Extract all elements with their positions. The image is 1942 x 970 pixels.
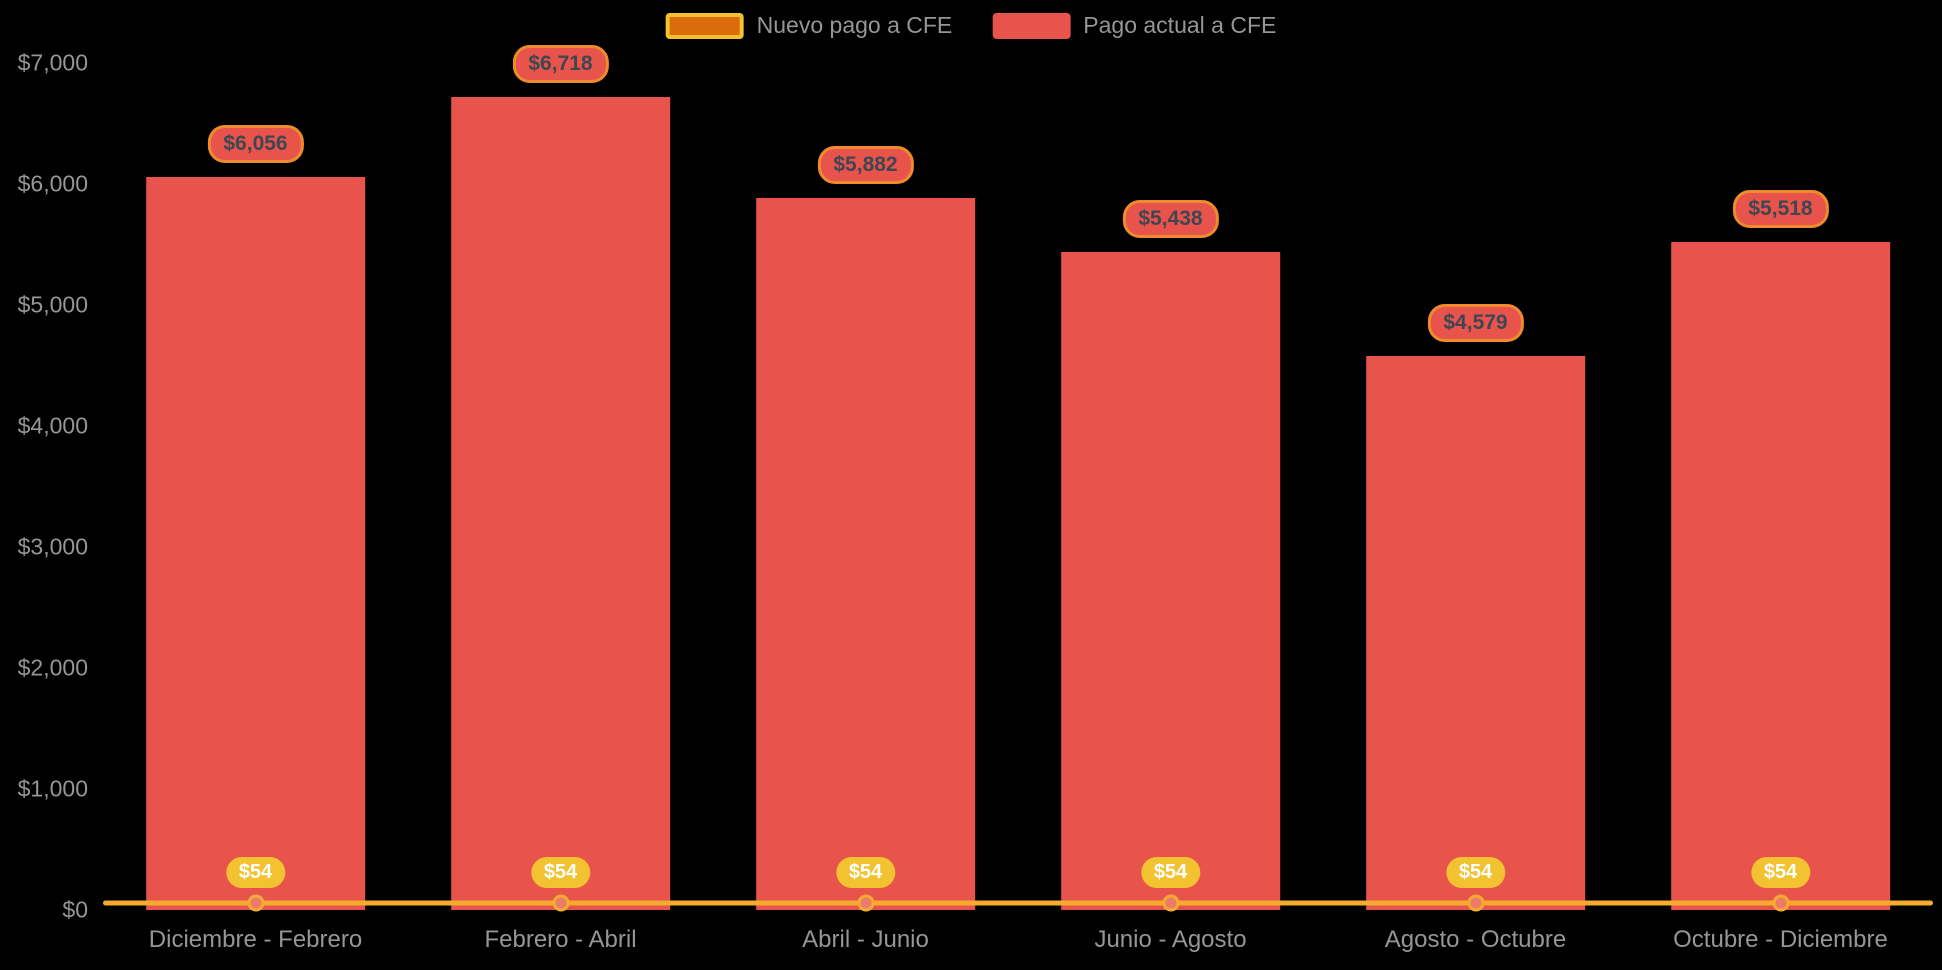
bar-columns: $6,056 $54 Diciembre - Febrero $6,718 $5… xyxy=(103,45,1933,953)
bar-pago-actual[interactable] xyxy=(1365,355,1586,910)
bar-value-label: $5,518 xyxy=(1732,190,1829,229)
bar-value-label: $6,056 xyxy=(207,125,304,164)
plot-area: $6,056 $54 Diciembre - Febrero $6,718 $5… xyxy=(103,45,1933,953)
legend-item-pago-actual[interactable]: Pago actual a CFE xyxy=(992,12,1276,39)
legend-label-nuevo: Nuevo pago a CFE xyxy=(756,12,953,38)
point-value-label: $54 xyxy=(1750,857,1811,889)
line-point[interactable] xyxy=(1467,894,1484,912)
legend-swatch-nuevo-icon xyxy=(665,12,744,39)
x-axis-label: Junio - Agosto xyxy=(1094,926,1247,953)
legend-swatch-actual-icon xyxy=(992,12,1071,39)
y-axis: $0 $1,000 $2,000 $3,000 $4,000 $5,000 $6… xyxy=(0,50,88,923)
bar-pago-actual[interactable] xyxy=(145,177,366,910)
x-axis-label: Diciembre - Febrero xyxy=(148,926,363,953)
bar-pago-actual[interactable] xyxy=(755,198,976,910)
legend: Nuevo pago a CFE Pago actual a CFE xyxy=(665,12,1276,39)
y-axis-tick: $1,000 xyxy=(17,775,88,802)
bar-value-label: $5,438 xyxy=(1122,200,1219,239)
x-axis-label: Febrero - Abril xyxy=(484,926,637,953)
legend-label-actual: Pago actual a CFE xyxy=(1083,12,1277,38)
bar-group: $6,056 $54 Diciembre - Febrero xyxy=(103,63,408,953)
x-axis-label: Agosto - Octubre xyxy=(1384,926,1567,953)
bar-group: $5,518 $54 Octubre - Diciembre xyxy=(1628,63,1933,953)
bar-group: $5,882 $54 Abril - Junio xyxy=(713,63,1018,953)
bar-pago-actual[interactable] xyxy=(1670,242,1891,910)
legend-item-nuevo-pago[interactable]: Nuevo pago a CFE xyxy=(665,12,953,39)
y-axis-tick: $7,000 xyxy=(17,49,88,76)
y-axis-tick: $6,000 xyxy=(17,170,88,197)
y-axis-tick: $2,000 xyxy=(17,654,88,681)
line-point[interactable] xyxy=(857,894,874,912)
bar-pago-actual[interactable] xyxy=(450,97,671,910)
bar-value-label: $4,579 xyxy=(1427,303,1524,342)
point-value-label: $54 xyxy=(1445,857,1506,889)
bar-value-label: $5,882 xyxy=(817,146,914,185)
point-value-label: $54 xyxy=(225,857,286,889)
bar-value-label: $6,718 xyxy=(512,45,609,84)
point-value-label: $54 xyxy=(1140,857,1201,889)
bar-group: $4,579 $54 Agosto - Octubre xyxy=(1323,63,1628,953)
bar-group: $6,718 $54 Febrero - Abril xyxy=(408,45,713,953)
bar-pago-actual[interactable] xyxy=(1060,252,1281,910)
y-axis-tick: $0 xyxy=(62,896,88,923)
point-value-label: $54 xyxy=(835,857,896,889)
x-axis-label: Octubre - Diciembre xyxy=(1673,926,1888,953)
x-axis-label: Abril - Junio xyxy=(802,926,929,953)
line-point[interactable] xyxy=(552,894,569,912)
line-point[interactable] xyxy=(1162,894,1179,912)
y-axis-tick: $5,000 xyxy=(17,291,88,318)
line-point[interactable] xyxy=(1772,894,1789,912)
line-point[interactable] xyxy=(247,894,264,912)
y-axis-tick: $4,000 xyxy=(17,412,88,439)
y-axis-tick: $3,000 xyxy=(17,533,88,560)
line-series-nuevo-pago xyxy=(103,900,1933,906)
bar-group: $5,438 $54 Junio - Agosto xyxy=(1018,63,1323,953)
point-value-label: $54 xyxy=(530,857,591,889)
